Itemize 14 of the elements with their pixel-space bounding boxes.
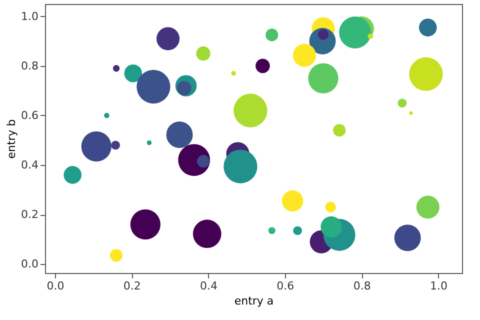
y-axis-title: entry b: [5, 119, 18, 159]
y-tick-label: 0.4: [21, 158, 38, 172]
y-tick-label: 0.0: [21, 258, 38, 271]
x-tick-label: 0.0: [46, 280, 64, 292]
y-tick-label: 0.8: [21, 59, 38, 72]
y-tick-label: 1.0: [21, 10, 38, 23]
x-tick-label: 0.6: [276, 280, 294, 292]
x-axis-title: entry a: [234, 294, 274, 308]
x-tick-label: 0.8: [353, 280, 371, 292]
x-tick-label: 0.2: [123, 280, 141, 292]
x-tick-label: 1.0: [430, 280, 448, 292]
y-tick-label: 0.6: [21, 108, 38, 122]
x-tick-label: 0.4: [200, 280, 218, 292]
y-tick-label: 0.2: [21, 208, 38, 222]
